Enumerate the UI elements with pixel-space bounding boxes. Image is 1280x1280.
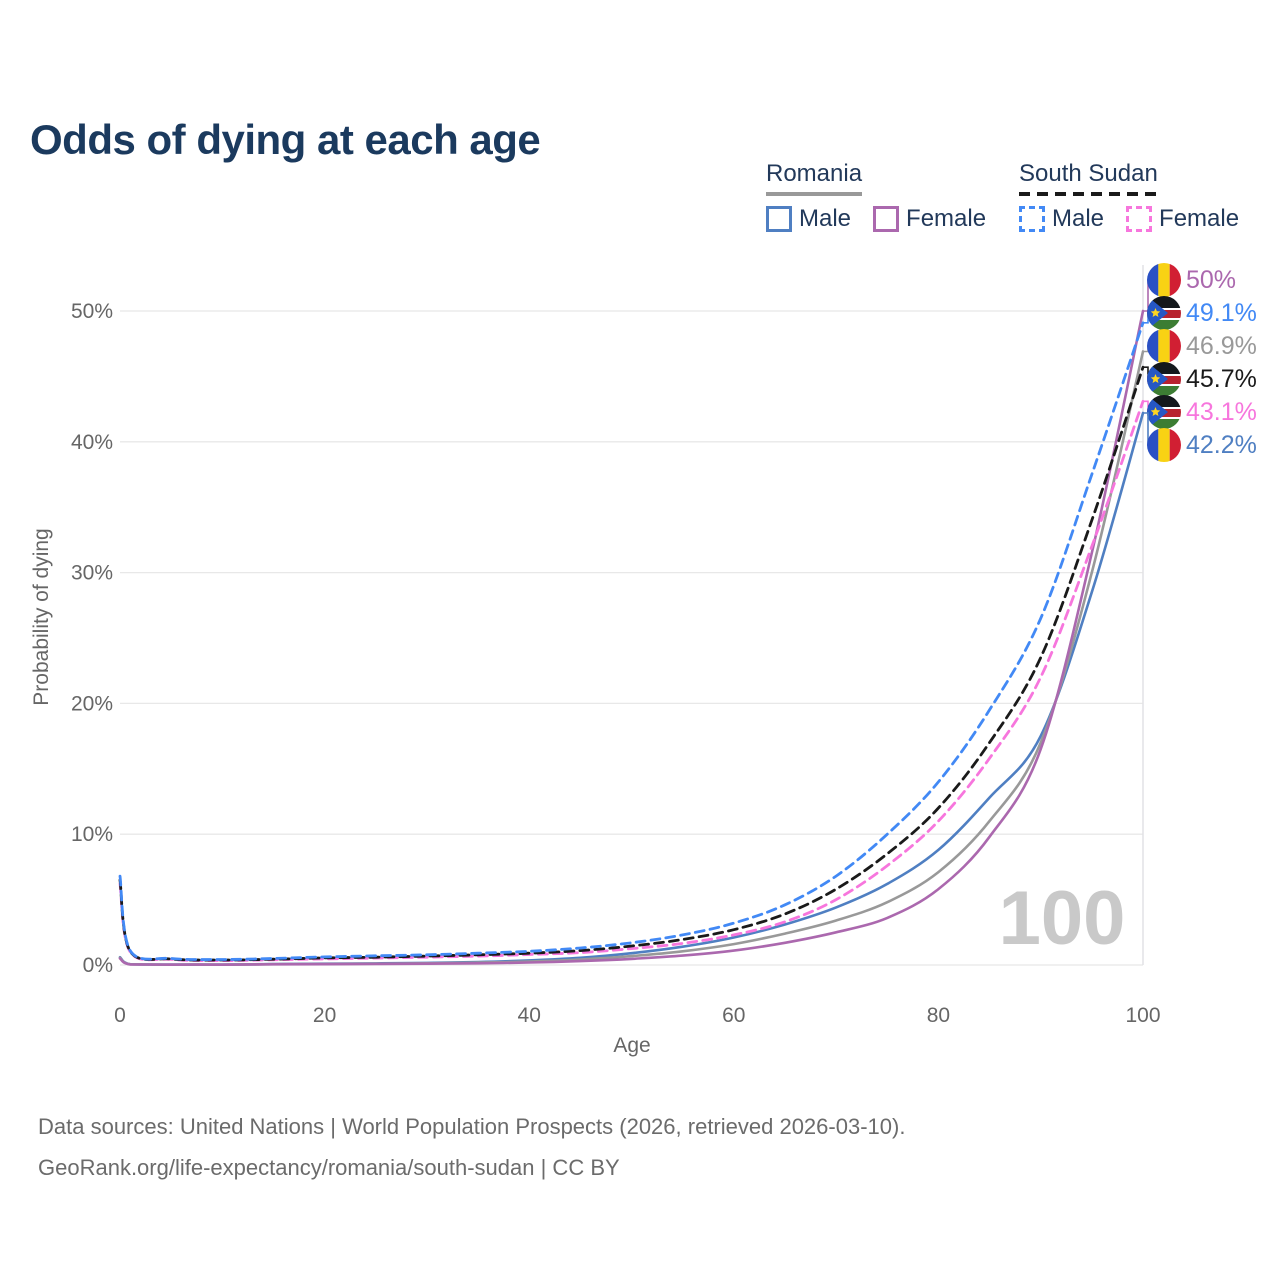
attribution-text: GeoRank.org/life-expectancy/romania/sout… <box>38 1155 620 1180</box>
flag-blue-stripe <box>1147 329 1159 363</box>
x-tick-label: 0 <box>114 1004 126 1027</box>
legend-romania-items: Male Female <box>766 205 986 233</box>
end-value-label: 50% <box>1186 266 1236 294</box>
plot-area[interactable] <box>120 265 1143 965</box>
chart-footer: Data sources: United Nations | World Pop… <box>38 1106 905 1188</box>
series-line-ss-male[interactable] <box>118 321 1145 961</box>
flag-red-stripe <box>1169 428 1181 462</box>
legend-south-sudan-underline <box>1019 192 1158 196</box>
flag-red-stripe <box>1169 329 1181 363</box>
flag-yellow-stripe <box>1158 263 1170 297</box>
legend-romania-title: Romania <box>766 160 863 187</box>
legend-item-label: Male <box>1052 205 1105 232</box>
south-sudan-male-swatch-icon <box>1019 206 1045 232</box>
flag-white-stripe <box>1147 374 1181 376</box>
y-tick-label: 20% <box>71 692 113 715</box>
data-sources-text: Data sources: United Nations | World Pop… <box>38 1114 906 1139</box>
y-axis-title: Probability of dying <box>30 528 53 705</box>
romania-male-swatch-icon <box>766 206 792 232</box>
legend-item-romania-female: Female <box>873 205 986 233</box>
flag-white-stripe <box>1147 417 1181 419</box>
flag-yellow-stripe <box>1158 428 1170 462</box>
x-tick-label: 100 <box>1125 1004 1160 1027</box>
legend-romania-header-wrap: Romania <box>766 160 863 196</box>
romania-flag-icon <box>1147 263 1181 297</box>
x-tick-label: 60 <box>722 1004 745 1027</box>
y-tick-label: 10% <box>71 823 113 846</box>
y-tick-label: 30% <box>71 562 113 585</box>
flag-yellow-stripe <box>1158 329 1170 363</box>
flag-star <box>1150 374 1161 384</box>
end-value-label: 46.9% <box>1186 332 1257 360</box>
flag-green-stripe <box>1147 320 1181 330</box>
page-title: Odds of dying at each age <box>30 116 541 164</box>
romania-flag-icon <box>1147 329 1181 363</box>
romania-female-swatch-icon <box>873 206 900 232</box>
flag-white-stripe <box>1147 318 1181 320</box>
legend-item-label: Female <box>906 205 987 232</box>
x-tick-label: 40 <box>518 1004 541 1027</box>
legend-south-sudan-items: Male Female <box>1019 205 1239 233</box>
end-value-label: 42.2% <box>1186 431 1257 459</box>
flag-blue-stripe <box>1147 263 1159 297</box>
series-line-ss-total[interactable] <box>118 365 1145 962</box>
y-tick-label: 40% <box>71 431 113 454</box>
legend-south-sudan-title: South Sudan <box>1019 160 1158 187</box>
south-sudan-flag-icon <box>1147 362 1181 396</box>
flag-green-stripe <box>1147 419 1181 429</box>
flag-star <box>1150 308 1161 318</box>
x-tick-label: 20 <box>313 1004 336 1027</box>
south-sudan-flag-icon <box>1147 296 1181 330</box>
legend-romania-underline <box>766 192 863 196</box>
x-tick-label: 80 <box>927 1004 950 1027</box>
flag-star <box>1150 407 1161 417</box>
legend-group-romania: Romania Male Female <box>766 160 986 233</box>
flag-blue-stripe <box>1147 428 1159 462</box>
legend-item-label: Male <box>799 205 852 232</box>
legend-south-sudan-header-wrap: South Sudan <box>1019 160 1158 196</box>
flag-white-stripe <box>1147 407 1181 409</box>
end-value-label: 49.1% <box>1186 299 1257 327</box>
y-tick-label: 0% <box>83 954 113 977</box>
flag-red-stripe <box>1169 263 1181 297</box>
end-value-label: 43.1% <box>1186 398 1257 426</box>
end-value-label: 45.7% <box>1186 365 1257 393</box>
hover-age-watermark: 100 <box>999 876 1126 961</box>
y-tick-label: 50% <box>71 300 113 323</box>
legend-item-romania-male: Male <box>766 205 851 233</box>
legend-group-south-sudan: South Sudan Male Female <box>1019 160 1239 233</box>
legend-item-label: Female <box>1159 205 1240 232</box>
x-axis-title: Age <box>613 1034 650 1057</box>
legend-item-south-sudan-female: Female <box>1126 205 1239 233</box>
flag-white-stripe <box>1147 384 1181 386</box>
legend-item-south-sudan-male: Male <box>1019 205 1104 233</box>
south-sudan-flag-icon <box>1147 395 1181 429</box>
flag-green-stripe <box>1147 386 1181 396</box>
romania-flag-icon <box>1147 428 1181 462</box>
south-sudan-female-swatch-icon <box>1126 206 1153 232</box>
flag-white-stripe <box>1147 308 1181 310</box>
series-line-ro-female[interactable] <box>118 309 1145 967</box>
